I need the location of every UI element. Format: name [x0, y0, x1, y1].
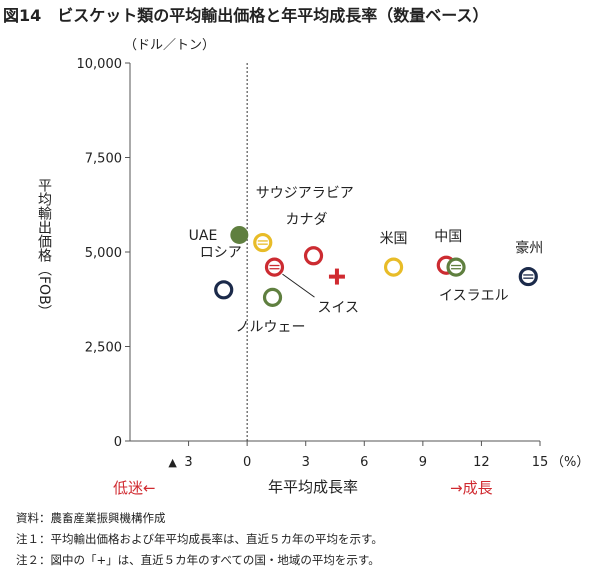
negative-marker: ▲	[168, 456, 177, 469]
y-tick-label: 10,000	[77, 57, 123, 72]
data-point	[303, 246, 324, 266]
leader-line	[282, 273, 315, 298]
data-point	[383, 257, 404, 277]
y-tick-label: 2,500	[85, 341, 122, 356]
point-label: イスラエル	[439, 288, 509, 304]
y-axis-label: 平均輸出価格（FOB）	[36, 178, 52, 319]
point-label: 豪州	[515, 241, 543, 257]
point-label: サウジアラビア	[256, 186, 354, 202]
x-tick-label: 3	[302, 455, 310, 470]
x-tick-label: 0	[243, 455, 251, 470]
data-point	[446, 257, 466, 277]
y-tick-label: 5,000	[85, 246, 122, 261]
data-point	[264, 257, 285, 277]
x-tick-label: 15	[532, 455, 549, 470]
scatter-chart: 図14 ビスケット類の平均輸出価格と年平均成長率（数量ベース） （ドル／トン） …	[3, 6, 590, 497]
y-axis-unit: （ドル／トン）	[124, 38, 215, 53]
data-point	[230, 225, 249, 244]
x-tick-label: 3	[184, 455, 192, 470]
note-1: 注１：平均輸出価格および年平均成長率は、直近５カ年の平均を示す。	[16, 532, 383, 546]
note-2: 注２：図中の「+」は、直近５カ年のすべての国・地域の平均を示す。	[16, 553, 380, 567]
chart-notes: 資料：農畜産業振興機構作成 注１：平均輸出価格および年平均成長率は、直近５カ年の…	[16, 508, 591, 571]
source-note: 資料：農畜産業振興機構作成	[16, 511, 166, 525]
x-tick-label: 9	[419, 455, 427, 470]
point-label: UAE	[189, 228, 218, 244]
data-point	[253, 232, 273, 253]
point-label: ノルウェー	[236, 319, 306, 335]
point-label: 米国	[380, 231, 408, 247]
x-tick-label: 6	[360, 455, 368, 470]
point-label: ロシア	[200, 245, 242, 261]
x-axis-unit: （%）	[551, 455, 589, 470]
y-tick-label: 7,500	[85, 152, 122, 167]
y-tick-label: 0	[114, 435, 122, 450]
x-tick-label: 12	[473, 455, 490, 470]
data-points	[214, 225, 538, 307]
data-point	[262, 287, 283, 307]
growth-label: →成長	[450, 479, 493, 497]
axes: 0 2,500 5,000 7,500 10,000 3 ▲ 0 3 6 9 12 15 （%）	[77, 57, 590, 470]
data-point	[518, 266, 538, 287]
point-label: スイス	[317, 300, 359, 316]
point-label: カナダ	[286, 212, 328, 228]
data-point	[214, 280, 234, 300]
x-axis-label: 年平均成長率	[268, 478, 358, 496]
point-label: 中国	[434, 229, 462, 245]
declining-label: 低迷←	[113, 479, 156, 497]
chart-title: 図14 ビスケット類の平均輸出価格と年平均成長率（数量ベース）	[3, 6, 488, 25]
